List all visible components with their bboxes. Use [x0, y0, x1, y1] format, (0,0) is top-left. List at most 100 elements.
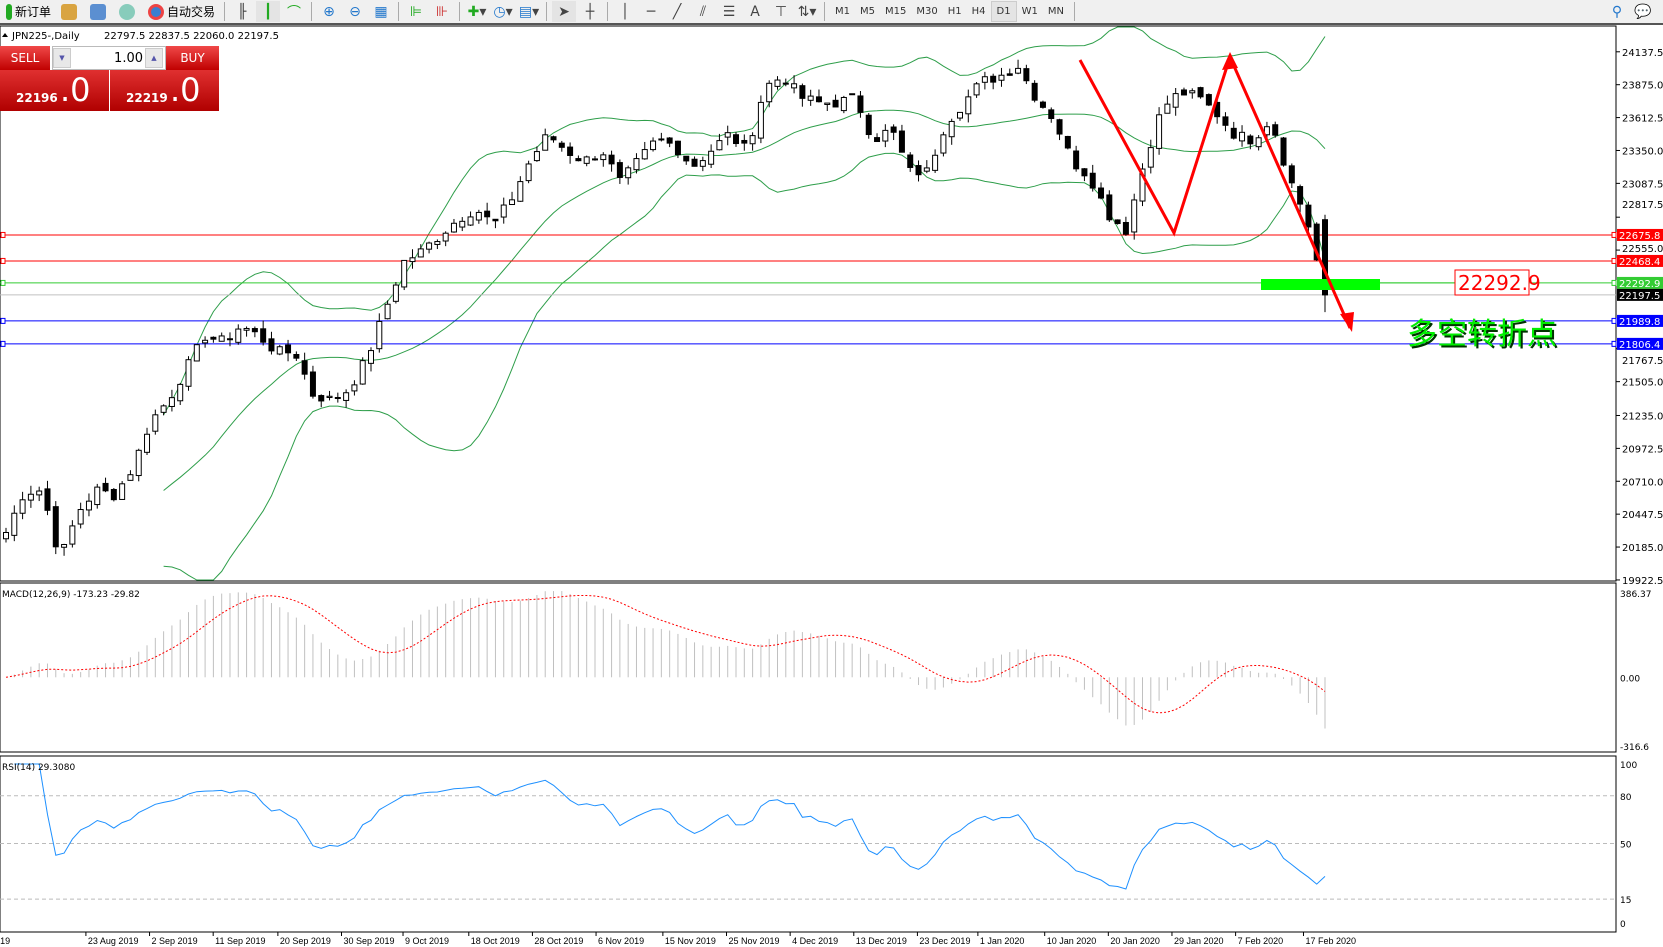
fibonacci-button[interactable]: ☰ — [717, 1, 741, 22]
toolbar: 新订单 自动交易 ╟ ┃ ⌒ ⊕ ⊖ ▦ ⊫ ⊪ ✚ ▾ ◷ ▾ ▤ ▾ ➤ ┼ │ … — [0, 0, 1663, 25]
candle-body — [1164, 103, 1171, 114]
candle-body — [591, 158, 598, 161]
sell-button[interactable]: SELL — [0, 46, 50, 70]
candle — [932, 149, 939, 173]
trendline-button[interactable]: ╱ — [665, 1, 689, 22]
text-label-button[interactable]: ⊤ — [769, 1, 793, 22]
candle — [616, 159, 623, 184]
market-watch-button[interactable] — [57, 1, 84, 22]
candle — [1205, 93, 1212, 107]
zoom-out-button[interactable]: ⊖ — [343, 1, 367, 22]
price-axis-label: 22555.0 — [1622, 244, 1663, 255]
timeframe-h4[interactable]: H4 — [971, 6, 986, 17]
chart-shift-button[interactable]: ⊫ — [404, 1, 428, 22]
candle — [144, 427, 151, 456]
candle — [326, 390, 333, 401]
candlestick-button[interactable]: ┃ — [256, 1, 281, 22]
candle-body — [766, 82, 773, 103]
search-button[interactable]: ⚲ — [1605, 1, 1629, 22]
level-handle[interactable] — [0, 257, 6, 264]
vertical-line-button[interactable]: │ — [613, 1, 637, 22]
buy-price-button[interactable]: 22219.0 — [110, 70, 219, 111]
timeframe-mn[interactable]: MN — [1047, 6, 1064, 17]
level-handle[interactable] — [1611, 231, 1617, 238]
candle-body — [1073, 150, 1080, 170]
chart-window[interactable]: JPN225-,Daily 22797.5 22837.5 22060.0 22… — [0, 25, 1663, 947]
candle-body — [1197, 87, 1204, 98]
annotation-text[interactable]: 多空转折点 — [1407, 317, 1557, 352]
crosshair-button[interactable]: ┼ — [578, 1, 602, 22]
candle-body — [525, 163, 532, 182]
candle — [309, 365, 316, 399]
buy-button[interactable]: BUY — [166, 46, 219, 70]
candle-body — [981, 76, 988, 83]
collapse-arrow-icon[interactable] — [2, 33, 8, 37]
arrows-button[interactable]: ⇅ ▾ — [797, 3, 817, 20]
candle-body — [401, 259, 408, 288]
timeframe-m1[interactable]: M1 — [835, 6, 851, 17]
candle-body — [61, 543, 68, 548]
candle-body — [1172, 93, 1179, 108]
level-handle[interactable] — [0, 231, 6, 238]
timeframe-w1[interactable]: W1 — [1021, 6, 1038, 17]
sell-price-button[interactable]: 22196.0 — [0, 70, 109, 111]
candle — [558, 140, 565, 152]
level-handle[interactable] — [0, 279, 6, 286]
timeframe-m5[interactable]: M5 — [860, 6, 876, 17]
timeframe-h1[interactable]: H1 — [947, 6, 962, 17]
autoscroll-button[interactable]: ⊪ — [430, 1, 454, 22]
price-label-box[interactable] — [1454, 269, 1530, 296]
macd-panel[interactable] — [0, 582, 1617, 753]
navigator-button[interactable] — [86, 1, 113, 22]
candle — [1280, 136, 1287, 167]
line-chart-button[interactable]: ⌒ — [282, 1, 306, 22]
main-price-panel[interactable] — [0, 25, 1617, 582]
indicators-button[interactable]: ✚ ▾ — [467, 3, 487, 20]
bar-chart-button[interactable]: ╟ — [230, 1, 254, 22]
candle-body — [666, 137, 673, 144]
candle — [525, 160, 532, 184]
candle — [1073, 145, 1080, 172]
level-handle[interactable] — [1611, 317, 1617, 324]
candle-body — [558, 142, 565, 148]
candle-body — [119, 483, 126, 500]
candle-body — [235, 328, 242, 343]
candle — [791, 75, 798, 94]
new-order-button[interactable]: 新订单 — [2, 1, 55, 22]
date-axis-label: 2 Sep 2019 — [152, 936, 198, 946]
text-button[interactable]: A — [743, 1, 767, 22]
level-handle[interactable] — [1611, 257, 1617, 264]
auto-trading-button[interactable]: 自动交易 — [144, 1, 219, 22]
candle — [956, 111, 963, 121]
tile-windows-button[interactable]: ▦ — [369, 1, 393, 22]
templates-button[interactable]: ▤ ▾ — [518, 3, 540, 20]
level-handle[interactable] — [1611, 279, 1617, 286]
candle-body — [368, 350, 375, 364]
timeframe-m30[interactable]: M30 — [916, 6, 938, 17]
volume-increase-button[interactable]: ▲ — [145, 48, 163, 68]
price-axis-label: 22817.5 — [1622, 200, 1663, 211]
cursor-button[interactable]: ➤ — [552, 1, 577, 22]
candle — [69, 520, 76, 548]
timeframe-d1[interactable]: D1 — [990, 1, 1017, 22]
signals-button[interactable] — [115, 1, 142, 22]
candle-body — [1280, 137, 1287, 166]
timeframe-m15[interactable]: M15 — [885, 6, 907, 17]
candle-body — [542, 134, 549, 151]
candle-body — [583, 156, 590, 164]
equidistant-channel-button[interactable]: ⫽ — [691, 1, 715, 22]
horizontal-line-button[interactable]: ─ — [639, 1, 663, 22]
zoom-in-button[interactable]: ⊕ — [317, 1, 341, 22]
periods-button[interactable]: ◷ ▾ — [493, 3, 513, 20]
volume-input[interactable] — [71, 50, 145, 66]
candle — [127, 470, 134, 481]
candle — [1106, 190, 1113, 222]
candlestick-icon: ┃ — [263, 3, 273, 20]
trend-arrow-path[interactable] — [1078, 52, 1352, 329]
chat-button[interactable]: 💬 — [1631, 1, 1655, 22]
level-handle[interactable] — [0, 340, 6, 347]
level-handle[interactable] — [1611, 340, 1617, 347]
volume-decrease-button[interactable]: ▼ — [53, 48, 71, 68]
support-zone-rectangle[interactable] — [1261, 279, 1380, 290]
level-handle[interactable] — [0, 317, 6, 324]
